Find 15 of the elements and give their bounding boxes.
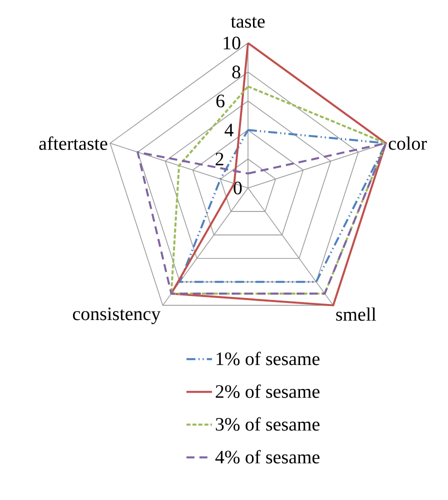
legend-label: 2% of sesame: [216, 384, 320, 398]
y-tick-label: 10: [224, 36, 240, 50]
legend-label: 1% of sesame: [216, 352, 320, 366]
spoke-label: aftertaste: [39, 136, 108, 150]
y-tick-label: 2: [216, 152, 224, 166]
y-tick-label: 8: [232, 66, 240, 78]
y-tick-label: 4: [224, 124, 234, 136]
spoke-label: consistency: [72, 308, 161, 324]
spoke-label: taste: [230, 16, 265, 28]
y-tick-label: 6: [216, 94, 224, 108]
legend-label: 4% of sesame: [215, 450, 320, 464]
y-tick-label: 0: [234, 182, 242, 194]
spoke-label: smell: [336, 308, 376, 321]
legend-label: 3% of sesame: [216, 417, 320, 431]
spoke-label: color: [388, 136, 427, 150]
